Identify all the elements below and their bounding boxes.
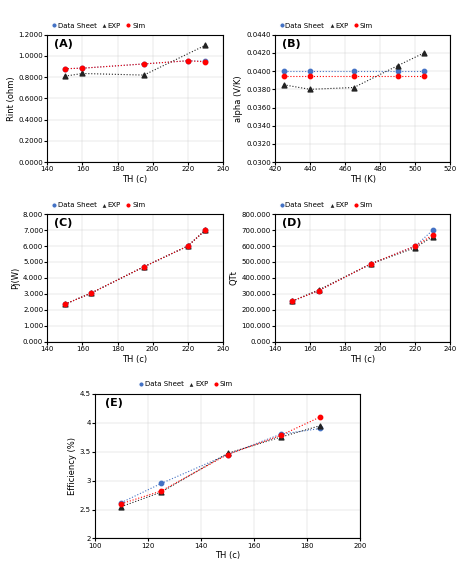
X-axis label: TH (K): TH (K): [350, 175, 375, 184]
Point: [201, 226, 209, 235]
Point: [184, 56, 191, 65]
Point: [184, 56, 191, 65]
Y-axis label: QTt: QTt: [230, 270, 239, 285]
Point: [315, 285, 322, 295]
Point: [277, 431, 284, 440]
Point: [367, 259, 375, 268]
Legend: Data Sheet, EXP, Sim: Data Sheet, EXP, Sim: [138, 380, 234, 389]
Point: [140, 262, 147, 272]
Point: [140, 59, 147, 68]
Point: [277, 430, 284, 439]
Point: [87, 288, 95, 298]
Point: [394, 67, 401, 76]
Text: (D): (D): [282, 218, 301, 228]
Point: [394, 71, 401, 80]
Point: [411, 241, 419, 251]
Point: [277, 433, 284, 442]
Y-axis label: Pj(W): Pj(W): [11, 267, 20, 289]
Point: [157, 479, 165, 488]
Point: [224, 449, 231, 458]
Point: [118, 499, 125, 508]
Legend: Data Sheet, EXP, Sim: Data Sheet, EXP, Sim: [278, 21, 374, 30]
Text: (B): (B): [282, 39, 301, 49]
Point: [350, 71, 357, 80]
Point: [61, 299, 69, 309]
Y-axis label: Efficiency (%): Efficiency (%): [68, 437, 77, 495]
Point: [140, 59, 147, 68]
Point: [201, 226, 209, 235]
Point: [306, 71, 314, 80]
Point: [201, 57, 209, 67]
Point: [411, 243, 419, 252]
Point: [61, 72, 69, 81]
Point: [184, 241, 191, 251]
Point: [61, 299, 69, 309]
Point: [411, 241, 419, 251]
Point: [157, 488, 165, 497]
Point: [289, 296, 296, 306]
Point: [184, 241, 191, 251]
Point: [224, 450, 231, 459]
Point: [429, 226, 437, 235]
X-axis label: TH (c): TH (c): [215, 551, 240, 560]
Text: (A): (A): [55, 39, 73, 49]
Point: [429, 230, 437, 240]
Point: [394, 61, 401, 70]
Point: [350, 83, 357, 92]
Point: [61, 299, 69, 309]
Point: [367, 259, 375, 268]
Point: [61, 64, 69, 74]
X-axis label: TH (c): TH (c): [122, 354, 148, 364]
Point: [79, 64, 86, 73]
Point: [315, 286, 322, 295]
Legend: Data Sheet, EXP, Sim: Data Sheet, EXP, Sim: [278, 201, 374, 210]
Y-axis label: Rint (ohm): Rint (ohm): [7, 76, 16, 121]
Point: [79, 69, 86, 78]
Point: [289, 296, 296, 306]
Text: (E): (E): [105, 398, 123, 408]
Point: [280, 67, 287, 76]
Legend: Data Sheet, EXP, Sim: Data Sheet, EXP, Sim: [51, 201, 146, 210]
Point: [420, 48, 428, 57]
Point: [79, 64, 86, 73]
Point: [315, 286, 322, 295]
Point: [280, 80, 287, 89]
Point: [184, 241, 191, 251]
Point: [140, 71, 147, 80]
Point: [420, 71, 428, 80]
Text: (C): (C): [55, 218, 73, 228]
Point: [118, 498, 125, 507]
Point: [87, 288, 95, 298]
Point: [280, 71, 287, 80]
Point: [317, 412, 324, 422]
Point: [429, 232, 437, 241]
Point: [289, 296, 296, 306]
X-axis label: TH (c): TH (c): [350, 354, 375, 364]
Point: [420, 67, 428, 76]
Point: [157, 486, 165, 496]
Point: [306, 67, 314, 76]
Point: [61, 64, 69, 74]
Legend: Data Sheet, EXP, Sim: Data Sheet, EXP, Sim: [51, 21, 146, 30]
Point: [201, 57, 209, 66]
X-axis label: TH (c): TH (c): [122, 175, 148, 184]
Point: [317, 421, 324, 430]
Point: [317, 424, 324, 433]
Point: [201, 226, 209, 235]
Y-axis label: alpha (V/K): alpha (V/K): [234, 75, 243, 122]
Point: [118, 502, 125, 511]
Point: [201, 41, 209, 50]
Point: [350, 67, 357, 76]
Point: [306, 85, 314, 94]
Point: [140, 262, 147, 272]
Point: [87, 288, 95, 298]
Point: [367, 259, 375, 268]
Point: [140, 262, 147, 272]
Point: [224, 450, 231, 459]
